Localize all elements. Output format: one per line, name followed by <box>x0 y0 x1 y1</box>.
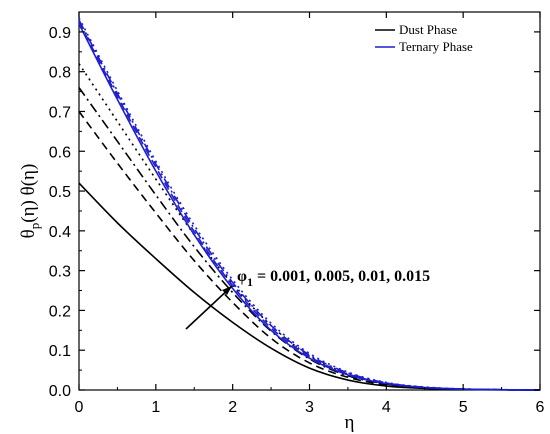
plot-frame <box>78 11 541 391</box>
x-tick-label: 5 <box>459 399 468 416</box>
x-tick-label: 3 <box>305 399 314 416</box>
y-tick-label: 0.8 <box>49 65 71 82</box>
y-tick-label: 0.7 <box>49 104 71 121</box>
y-tick-label: 0.9 <box>49 25 71 42</box>
y-axis-label: θp(η) θ(η) <box>18 164 42 239</box>
y-tick-label: 0.0 <box>49 383 71 400</box>
series-line-ternary-phase-phi-0_01 <box>78 19 541 391</box>
annotation-arrow-line <box>185 285 233 330</box>
annotation: φ1 = 0.001, 0.005, 0.01, 0.015 <box>185 268 430 330</box>
plot-area <box>78 11 541 391</box>
x-tick-label: 0 <box>75 399 84 416</box>
x-tick-label: 2 <box>228 399 237 416</box>
axes-layer: 0 1 2 3 4 5 6 0.0 0.1 0.2 0.3 0.4 0.5 0.6 0.7 0.8 0.9 η θp… <box>18 12 545 433</box>
y-tick-label: 0.2 <box>49 303 71 320</box>
legend-label: Ternary Phase <box>399 39 473 54</box>
annotation-arrow-head <box>222 286 232 295</box>
annotation-label: φ1 = 0.001, 0.005, 0.01, 0.015 <box>237 268 430 289</box>
x-tick-label: 4 <box>382 399 391 416</box>
y-tick-label: 0.1 <box>49 343 71 360</box>
legend: Dust Phase Ternary Phase <box>375 22 473 54</box>
x-tick-label: 6 <box>536 399 545 416</box>
y-tick-label: 0.3 <box>49 264 71 281</box>
x-tick-label: 1 <box>151 399 160 416</box>
y-tick-label: 0.5 <box>49 184 71 201</box>
x-axis-label: η <box>345 412 355 433</box>
y-tick-label: 0.6 <box>49 144 71 161</box>
legend-label: Dust Phase <box>399 22 457 37</box>
y-tick-label: 0.4 <box>49 224 71 241</box>
